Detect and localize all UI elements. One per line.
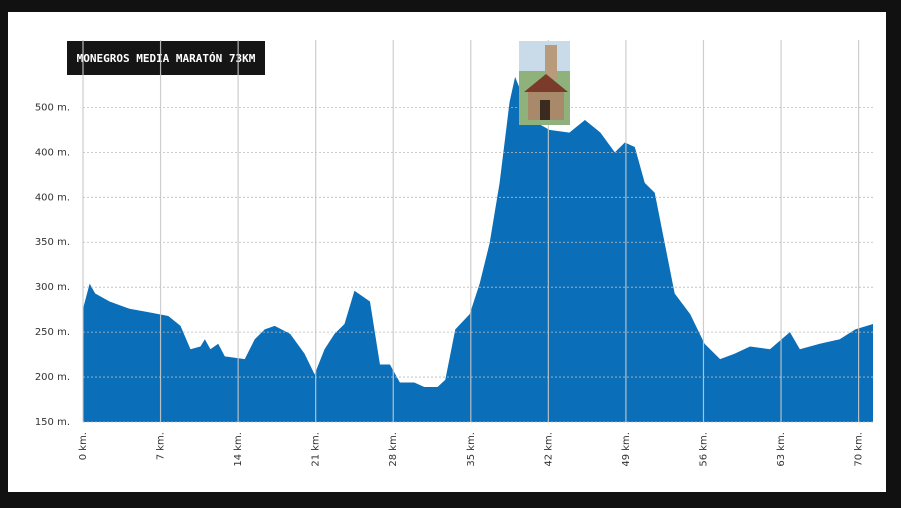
- title-box: [67, 41, 265, 75]
- x-tick-label: 63 km.: [776, 432, 787, 467]
- x-tick-label: 14 km.: [233, 432, 244, 467]
- photo-door: [540, 100, 550, 120]
- x-tick-label: 70 km.: [854, 432, 865, 467]
- x-tick-label: 49 km.: [621, 432, 632, 467]
- y-tick-label: 400 m.: [35, 192, 70, 203]
- photo: [519, 41, 570, 125]
- x-tick-label: 21 km.: [311, 432, 322, 467]
- y-tick-label: 250 m.: [35, 327, 70, 338]
- chart-title: MONEGROS MEDIA MARATÓN 73KM: [77, 52, 256, 65]
- y-tick-label: 150 m.: [35, 417, 70, 428]
- x-tick-label: 56 km.: [698, 432, 709, 467]
- photo-sky: [519, 41, 570, 71]
- photo-roof: [524, 74, 568, 92]
- y-tick-label: 500 m.: [35, 102, 70, 113]
- x-tick-label: 28 km.: [388, 432, 399, 467]
- x-tick-label: 7 km.: [156, 432, 167, 460]
- x-tick-label: 42 km.: [543, 432, 554, 467]
- y-tick-label: 200 m.: [35, 372, 70, 383]
- y-tick-label: 400 m.: [35, 147, 70, 158]
- photo-tower: [545, 45, 557, 80]
- y-tick-label: 350 m.: [35, 237, 70, 248]
- elevation-area: [83, 76, 873, 422]
- x-tick-label: 35 km.: [466, 432, 477, 467]
- y-tick-label: 300 m.: [35, 282, 70, 293]
- x-tick-label: 0 km.: [78, 432, 89, 460]
